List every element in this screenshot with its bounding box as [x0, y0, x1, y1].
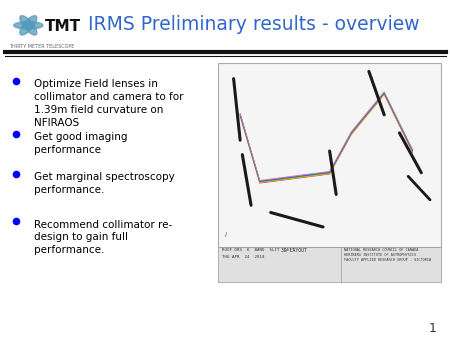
Text: THU APR  24  2018: THU APR 24 2018: [222, 255, 264, 259]
Text: 3D LAYOUT: 3D LAYOUT: [281, 248, 306, 254]
Text: i: i: [225, 232, 227, 238]
Text: ROOF DRS  K  BAND  SLIT  LEFT: ROOF DRS K BAND SLIT LEFT: [222, 248, 294, 252]
Text: IRMS Preliminary results - overview: IRMS Preliminary results - overview: [88, 15, 419, 34]
Text: Optimize Field lenses in
collimator and camera to for
1.39m field curvature on
N: Optimize Field lenses in collimator and …: [34, 79, 183, 128]
Ellipse shape: [14, 22, 43, 29]
FancyBboxPatch shape: [218, 63, 441, 282]
Text: Get marginal spectroscopy
performance.: Get marginal spectroscopy performance.: [34, 172, 175, 195]
Text: 1: 1: [428, 322, 436, 335]
Ellipse shape: [20, 16, 37, 35]
FancyBboxPatch shape: [218, 247, 441, 282]
Text: NATIONAL RESEARCH COUNCIL OF CANADA
HERZBERG INSTITUTE OF ASTROPHYSICS
FACULTY A: NATIONAL RESEARCH COUNCIL OF CANADA HERZ…: [344, 248, 432, 262]
Text: THIRTY METER TELESCOPE: THIRTY METER TELESCOPE: [9, 44, 74, 49]
Text: Get good imaging
performance: Get good imaging performance: [34, 132, 127, 154]
Ellipse shape: [20, 16, 37, 35]
Text: TMT: TMT: [45, 19, 81, 34]
Text: Recommend collimator re-
design to gain full
performance.: Recommend collimator re- design to gain …: [34, 220, 172, 255]
